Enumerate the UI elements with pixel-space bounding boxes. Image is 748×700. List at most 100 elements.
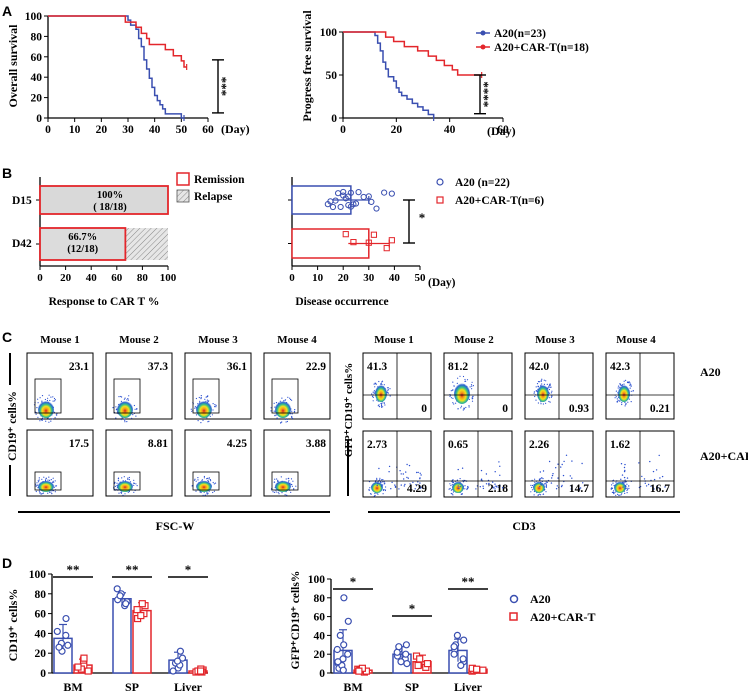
event-dot	[275, 491, 277, 493]
data-point	[169, 667, 177, 675]
event-dot	[545, 485, 548, 487]
event-dot	[126, 421, 128, 423]
gate	[271, 471, 299, 491]
event-dot	[212, 491, 214, 494]
event-dot	[406, 476, 408, 479]
event-dot	[124, 419, 126, 421]
event-dot	[613, 491, 615, 494]
event-dot	[617, 387, 619, 389]
event-dot	[462, 375, 465, 378]
event-dot	[207, 492, 209, 494]
event-dot	[495, 486, 498, 488]
data-point	[122, 600, 130, 608]
event-dot	[281, 492, 283, 494]
x-tick-label: 60	[202, 124, 214, 136]
event-dot	[649, 460, 651, 463]
data-point	[342, 231, 349, 238]
density-blob	[117, 400, 133, 418]
event-dot	[120, 492, 122, 494]
column-label-mouse-4: Mouse 4	[616, 334, 656, 346]
flow-plot-frame	[184, 429, 252, 497]
event-dot	[482, 485, 484, 487]
event-dot	[385, 486, 387, 488]
event-dot	[197, 420, 199, 422]
event-dot	[295, 485, 297, 487]
event-dot	[409, 483, 411, 485]
gate	[192, 471, 220, 491]
event-dot	[40, 419, 43, 421]
y-tick-label: 40	[31, 72, 43, 84]
significance-stars: **	[67, 562, 80, 577]
panel-label-d: D	[2, 555, 12, 571]
event-dot	[550, 396, 553, 398]
event-dot	[623, 481, 625, 483]
event-dot	[380, 479, 383, 481]
event-dot	[212, 409, 214, 411]
event-dot	[407, 477, 409, 479]
event-dot	[480, 469, 483, 472]
data-point	[332, 197, 339, 204]
event-dot	[394, 484, 396, 486]
event-dot	[539, 485, 541, 488]
event-dot	[204, 494, 206, 496]
data-point	[173, 657, 182, 665]
event-dot	[659, 477, 661, 479]
event-dot	[136, 485, 138, 487]
event-dot	[194, 407, 196, 409]
data-point	[339, 666, 347, 674]
category-label: BM	[63, 680, 82, 694]
y-tick-label: 60	[31, 52, 43, 64]
event-dot	[380, 404, 383, 406]
category-label: Liver	[174, 680, 203, 694]
event-dot	[419, 482, 421, 484]
event-dot	[379, 477, 381, 479]
event-dot	[276, 417, 278, 419]
event-dot	[50, 420, 52, 422]
x-tick-label: 60	[111, 272, 123, 284]
event-dot	[383, 402, 385, 404]
event-dot	[555, 488, 558, 490]
event-dot	[376, 478, 378, 480]
event-dot	[537, 386, 539, 388]
event-dot	[208, 477, 210, 479]
event-dot	[126, 399, 128, 401]
event-dot	[550, 482, 553, 484]
event-dot	[452, 479, 454, 481]
event-dot	[619, 400, 621, 402]
quadrant-value-upper-left: 42.3	[610, 361, 630, 373]
event-dot	[493, 486, 495, 488]
event-dot	[570, 485, 572, 487]
data-point	[64, 641, 72, 649]
event-dot	[552, 473, 554, 475]
event-dot	[380, 402, 382, 405]
event-dot	[533, 490, 536, 493]
event-dot	[215, 404, 217, 406]
event-dot	[51, 493, 53, 495]
event-dot	[403, 478, 405, 480]
event-dot	[535, 399, 537, 401]
event-dot	[578, 488, 581, 490]
gate	[192, 378, 220, 414]
data-point	[365, 239, 372, 246]
disease-occurrence-chart: Disease occurrence (Day) A20 (n=22) A20+…	[288, 177, 544, 308]
survival-curve-car-t	[343, 31, 482, 76]
density-blob	[618, 384, 630, 402]
gate-percent: 22.9	[306, 361, 326, 373]
x-axis-label: CD3	[512, 519, 535, 533]
event-dot	[418, 485, 420, 488]
event-dot	[400, 473, 402, 475]
density-blob	[537, 384, 549, 402]
event-dot	[45, 477, 47, 479]
event-dot	[540, 380, 542, 382]
row-label-a20: A20	[700, 365, 721, 379]
event-dot	[380, 485, 383, 487]
event-dot	[462, 409, 464, 411]
density-blob	[275, 400, 291, 418]
event-dot	[534, 395, 536, 398]
data-point	[355, 667, 363, 675]
event-dot	[471, 400, 474, 402]
event-dot	[463, 479, 465, 481]
event-dot	[549, 401, 551, 403]
legend-label-cart: A20+CAR-T(n=6)	[455, 195, 544, 207]
